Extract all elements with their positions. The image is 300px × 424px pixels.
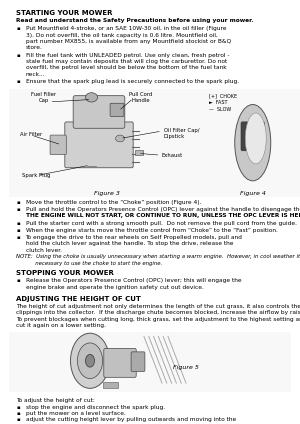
Text: Fuel Filler: Fuel Filler bbox=[31, 92, 56, 97]
Text: ▪: ▪ bbox=[16, 405, 20, 410]
Text: adjust the cutting height lever by pulling outwards and moving into the: adjust the cutting height lever by pulli… bbox=[26, 417, 236, 422]
Ellipse shape bbox=[116, 135, 124, 142]
Text: Fill the fuel tank with UNLEADED petrol. Use only clean, fresh petrol -: Fill the fuel tank with UNLEADED petrol.… bbox=[26, 53, 229, 58]
Text: ▪: ▪ bbox=[16, 26, 20, 31]
Text: Ensure that the spark plug lead is securely connected to the spark plug.: Ensure that the spark plug lead is secur… bbox=[26, 79, 239, 84]
Text: Pull the starter cord with a strong smooth pull.  Do not remove the pull cord fr: Pull the starter cord with a strong smoo… bbox=[26, 221, 296, 226]
Text: ▪: ▪ bbox=[16, 200, 20, 205]
Text: Put Mountfield 4-stroke, or an SAE 10W-30 oil, in the oil filler (Figure: Put Mountfield 4-stroke, or an SAE 10W-3… bbox=[26, 26, 226, 31]
Text: The height of cut adjustment not only determines the length of the cut grass, it: The height of cut adjustment not only de… bbox=[16, 304, 300, 309]
Text: Read and understand the Safety Precautions before using your mower.: Read and understand the Safety Precautio… bbox=[16, 18, 254, 23]
Text: When the engine starts move the throttle control from “Choke” to the “Fast” posi: When the engine starts move the throttle… bbox=[26, 228, 278, 233]
Text: Pull and hold the Operators Presence Control (OPC) lever against the handle to d: Pull and hold the Operators Presence Con… bbox=[26, 207, 300, 212]
Text: overfill, the petrol level should be below the bottom of the fuel tank: overfill, the petrol level should be bel… bbox=[26, 65, 226, 70]
Text: To engage the drive to the rear wheels on Self Propelled models, pull and: To engage the drive to the rear wheels o… bbox=[26, 235, 242, 240]
Text: To prevent blockages when cutting long, thick grass, set the adjustment to the h: To prevent blockages when cutting long, … bbox=[16, 317, 300, 321]
FancyBboxPatch shape bbox=[241, 122, 265, 151]
Text: ADJUSTING THE HEIGHT OF CUT: ADJUSTING THE HEIGHT OF CUT bbox=[16, 296, 141, 302]
Text: STARTING YOUR MOWER: STARTING YOUR MOWER bbox=[16, 10, 113, 16]
Text: ▪: ▪ bbox=[16, 411, 20, 416]
Text: stop the engine and disconnect the spark plug.: stop the engine and disconnect the spark… bbox=[26, 405, 165, 410]
Bar bbox=[9, 89, 300, 197]
Text: cut it again on a lower setting.: cut it again on a lower setting. bbox=[16, 323, 106, 328]
Text: Pull Cord: Pull Cord bbox=[129, 92, 153, 97]
Text: Dipstick: Dipstick bbox=[164, 134, 185, 139]
Bar bbox=[135, 151, 142, 156]
Text: THE ENGINE WILL NOT START, OR CONTINUE TO RUN, UNLESS THE OPC LEVER IS HELD AGAI: THE ENGINE WILL NOT START, OR CONTINUE T… bbox=[26, 213, 300, 218]
Text: Figure 5: Figure 5 bbox=[173, 365, 199, 370]
Text: ▪: ▪ bbox=[16, 221, 20, 226]
Text: Figure 4: Figure 4 bbox=[240, 191, 266, 196]
Text: ►  FAST: ► FAST bbox=[209, 100, 228, 105]
FancyBboxPatch shape bbox=[50, 135, 66, 155]
Text: ▪: ▪ bbox=[16, 53, 20, 58]
Text: ▪: ▪ bbox=[16, 207, 20, 212]
Text: Spark Plug: Spark Plug bbox=[22, 173, 51, 179]
Text: ▪: ▪ bbox=[16, 228, 20, 233]
Text: necessary to use the choke to start the engine.: necessary to use the choke to start the … bbox=[16, 261, 163, 266]
Text: To adjust the height of cut:: To adjust the height of cut: bbox=[16, 398, 95, 403]
Ellipse shape bbox=[85, 93, 98, 102]
Text: neck...: neck... bbox=[26, 72, 45, 77]
FancyBboxPatch shape bbox=[110, 103, 124, 117]
Text: ▪: ▪ bbox=[16, 278, 20, 283]
Text: —  SLOW: — SLOW bbox=[209, 107, 232, 112]
Ellipse shape bbox=[245, 113, 266, 164]
Text: [+]  CHOKE: [+] CHOKE bbox=[209, 93, 238, 98]
Text: clutch lever.: clutch lever. bbox=[26, 248, 62, 253]
Text: Oil Filter Cap/: Oil Filter Cap/ bbox=[164, 128, 199, 133]
Text: 3). Do not overfill, the oil tank capacity is 0.6 litre. Mountfield oil,: 3). Do not overfill, the oil tank capaci… bbox=[26, 33, 218, 38]
Text: STOPPING YOUR MOWER: STOPPING YOUR MOWER bbox=[16, 270, 114, 276]
Bar bbox=[103, 382, 118, 388]
Text: part number MX855, is available from any Mountfield stockist or B&Q: part number MX855, is available from any… bbox=[26, 39, 231, 44]
Text: Figure 3: Figure 3 bbox=[94, 191, 120, 196]
Text: clippings into the collector.  If the discharge chute becomes blocked, increase : clippings into the collector. If the dis… bbox=[16, 310, 300, 315]
Text: put the mower on a level surface.: put the mower on a level surface. bbox=[26, 411, 125, 416]
Ellipse shape bbox=[235, 105, 271, 181]
Text: engine brake and operate the ignition safety cut out device.: engine brake and operate the ignition sa… bbox=[26, 285, 203, 290]
Circle shape bbox=[70, 333, 110, 388]
Bar bbox=[9, 332, 291, 392]
Text: ▪: ▪ bbox=[16, 235, 20, 240]
Text: Release the Operators Presence Control (OPC) lever; this will engage the: Release the Operators Presence Control (… bbox=[26, 278, 241, 283]
Text: hold the clutch lever against the handle. To stop the drive, release the: hold the clutch lever against the handle… bbox=[26, 241, 233, 246]
Text: stale fuel may contain deposits that will clog the carburettor. Do not: stale fuel may contain deposits that wil… bbox=[26, 59, 227, 64]
FancyBboxPatch shape bbox=[65, 122, 133, 168]
Text: ▪: ▪ bbox=[16, 79, 20, 84]
Circle shape bbox=[85, 354, 94, 367]
Circle shape bbox=[77, 343, 103, 379]
Text: store.: store. bbox=[26, 45, 42, 50]
FancyBboxPatch shape bbox=[73, 96, 125, 128]
Text: ▪: ▪ bbox=[16, 417, 20, 422]
Text: NOTE:  Using the choke is usually unnecessary when starting a warm engine.  Howe: NOTE: Using the choke is usually unneces… bbox=[16, 254, 300, 259]
Text: Handle: Handle bbox=[132, 98, 150, 103]
Text: Air Filter: Air Filter bbox=[20, 132, 42, 137]
FancyBboxPatch shape bbox=[131, 352, 145, 371]
Text: Exhaust: Exhaust bbox=[162, 153, 183, 158]
FancyBboxPatch shape bbox=[104, 349, 136, 377]
Text: Move the throttle control to the “Choke” position (Figure 4).: Move the throttle control to the “Choke”… bbox=[26, 200, 201, 205]
Text: Cap: Cap bbox=[38, 98, 49, 103]
